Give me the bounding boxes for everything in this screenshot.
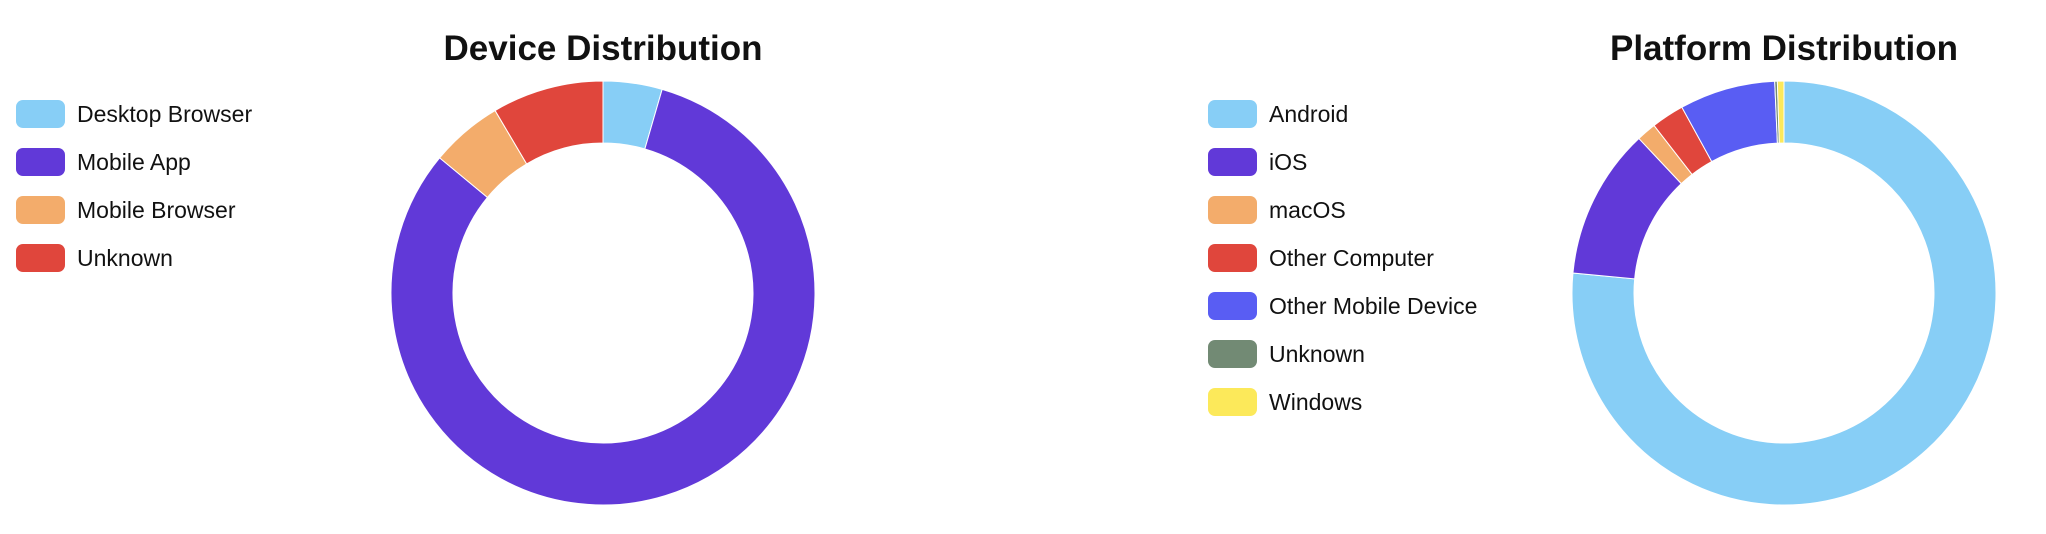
platform-donut-svg: Platform Distribution [1571,29,1997,506]
platform-legend-item-other-computer[interactable]: Other Computer [1208,234,1477,282]
platform-legend-label: macOS [1269,196,1346,223]
device-legend-item-unknown[interactable]: Unknown [16,234,252,282]
platform-legend-label: Android [1269,100,1349,127]
platform-legend-item-android[interactable]: Android [1208,90,1477,138]
device-legend-item-mobile-app[interactable]: Mobile App [16,138,252,186]
device-slice-mobile-app[interactable] [390,88,816,506]
platform-legend-label: Unknown [1269,340,1365,367]
platform-legend-swatch [1208,100,1257,128]
device-donut-svg: Device Distribution [390,29,816,506]
device-legend-label: Mobile Browser [77,196,236,223]
platform-legend-item-unknown[interactable]: Unknown [1208,330,1477,378]
platform-legend-item-other-mobile-device[interactable]: Other Mobile Device [1208,282,1477,330]
device-legend: Desktop Browser Mobile App Mobile Browser U… [16,90,252,282]
platform-legend-swatch [1208,388,1257,416]
device-legend-swatch [16,148,65,176]
platform-legend-swatch [1208,340,1257,368]
device-legend-label: Mobile App [77,148,191,175]
platform-legend-swatch [1208,148,1257,176]
platform-chart-title: Platform Distribution [1610,29,1958,68]
device-legend-label: Unknown [77,244,173,271]
device-legend-item-desktop-browser[interactable]: Desktop Browser [16,90,252,138]
platform-slice-windows[interactable] [1776,80,1785,144]
platform-legend-label: Other Computer [1269,244,1434,271]
platform-legend-item-macos[interactable]: macOS [1208,186,1477,234]
device-legend-swatch [16,100,65,128]
platform-legend: Android iOS macOS Other Computer Other Mobil… [1208,90,1477,426]
platform-distribution-chart: Platform Distribution Android iOS macOS Oth… [1196,0,2046,534]
platform-legend-swatch [1208,244,1257,272]
device-legend-item-mobile-browser[interactable]: Mobile Browser [16,186,252,234]
device-legend-swatch [16,244,65,272]
platform-legend-swatch [1208,292,1257,320]
platform-legend-item-ios[interactable]: iOS [1208,138,1477,186]
device-legend-swatch [16,196,65,224]
device-chart-title: Device Distribution [444,29,763,68]
platform-legend-item-windows[interactable]: Windows [1208,378,1477,426]
device-distribution-chart: Device Distribution Desktop Browser Mobil… [16,29,816,506]
platform-legend-swatch [1208,196,1257,224]
platform-legend-label: iOS [1269,148,1308,175]
device-legend-label: Desktop Browser [77,100,253,127]
platform-legend-label: Windows [1269,388,1363,415]
platform-slice-android[interactable] [1571,80,1997,506]
device-slice-unknown[interactable] [494,80,604,165]
platform-legend-label: Other Mobile Device [1269,292,1478,319]
